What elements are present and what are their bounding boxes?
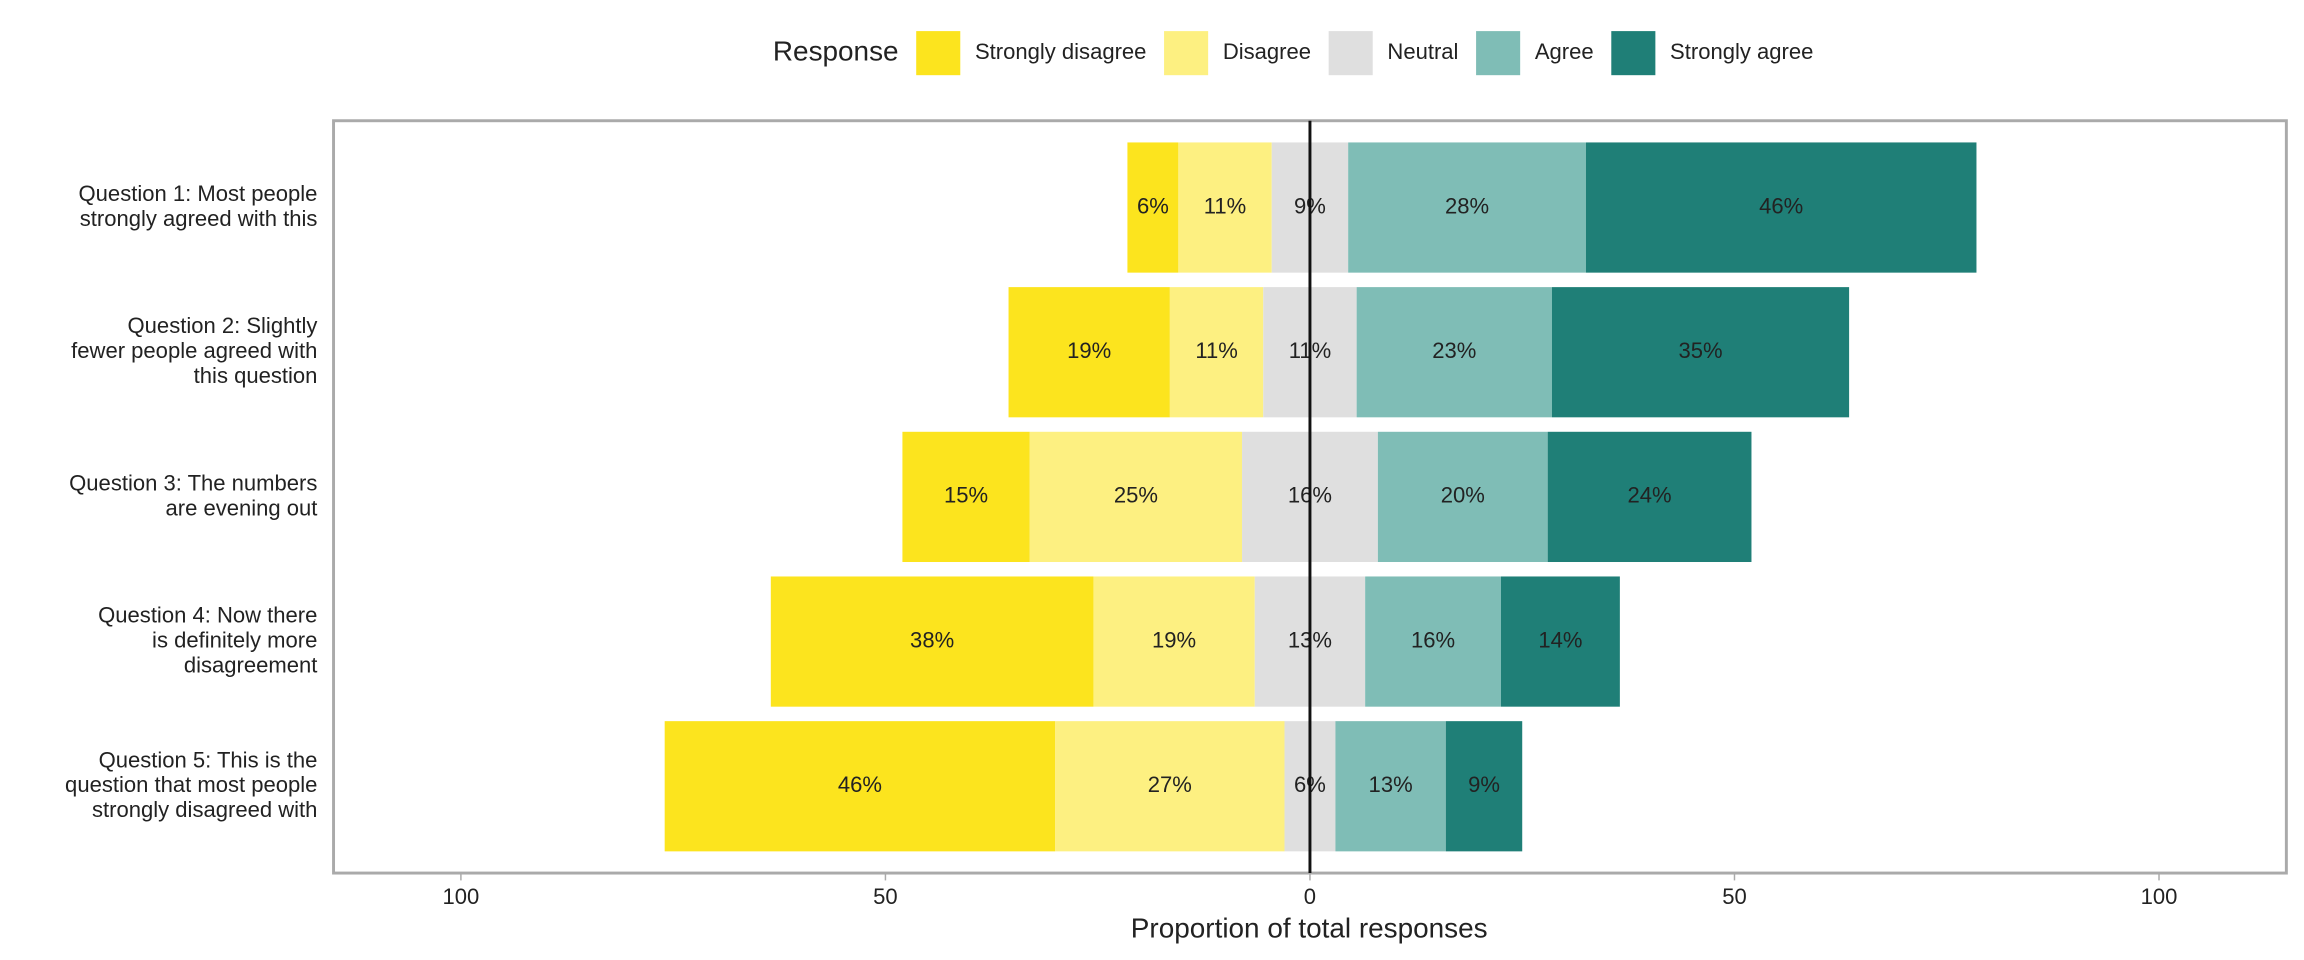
data-label: 46%	[1759, 193, 1803, 218]
bar-segment	[1348, 142, 1586, 273]
bar-segment	[1127, 142, 1179, 273]
bar-segment	[1356, 287, 1552, 418]
legend-title: Response	[773, 36, 899, 67]
data-label: 27%	[1148, 772, 1192, 797]
legend-key	[1611, 31, 1656, 76]
data-label: 35%	[1678, 338, 1722, 363]
bar-segment	[1377, 431, 1548, 563]
legend-key	[1476, 31, 1521, 76]
legend-label: Neutral	[1387, 39, 1458, 64]
bar-segment	[1445, 721, 1523, 852]
bar-segment	[1500, 576, 1620, 707]
y-tick-label: Question 2: Slightly fewer people agreed …	[71, 313, 317, 388]
bar-segment	[1169, 287, 1264, 418]
x-tick-label: 50	[873, 884, 898, 909]
bar-segment	[770, 576, 1094, 707]
data-label: 38%	[910, 627, 954, 652]
bar-segment	[1365, 576, 1501, 707]
data-label: 46%	[838, 772, 882, 797]
x-tick-label: 0	[1304, 884, 1316, 909]
legend-label: Disagree	[1223, 39, 1311, 64]
data-label: 19%	[1152, 627, 1196, 652]
legend-label: Strongly disagree	[975, 39, 1146, 64]
data-label: 11%	[1204, 193, 1246, 218]
bar-segment	[1093, 576, 1255, 707]
legend-label: Strongly agree	[1670, 39, 1813, 64]
bar-segment	[1178, 142, 1272, 273]
x-axis-title: Proportion of total responses	[1131, 913, 1488, 944]
y-tick-label: Question 5: This is the question that mos…	[65, 747, 317, 822]
data-label: 23%	[1432, 338, 1476, 363]
y-tick-label: Question 4: Now there is definitely more d…	[98, 602, 317, 677]
data-label: 20%	[1441, 483, 1485, 508]
bar-segment	[1335, 721, 1446, 852]
bar-segment	[1547, 431, 1752, 563]
bar-segment	[1585, 142, 1977, 273]
bar-segment	[902, 431, 1030, 563]
data-label: 14%	[1538, 627, 1582, 652]
data-label: 28%	[1445, 193, 1489, 218]
data-label: 24%	[1628, 483, 1672, 508]
data-label: 16%	[1411, 627, 1455, 652]
y-tick-label: Question 1: Most people strongly agreed w…	[79, 181, 318, 231]
data-label: 15%	[944, 483, 988, 508]
x-tick-label: 100	[2141, 884, 2178, 909]
legend-label: Agree	[1535, 39, 1594, 64]
x-tick-label: 50	[1722, 884, 1747, 909]
legend-key	[1328, 31, 1373, 76]
data-label: 11%	[1195, 338, 1237, 363]
data-label: 6%	[1137, 193, 1169, 218]
data-label: 25%	[1114, 483, 1158, 508]
x-tick-label: 100	[443, 884, 480, 909]
data-label: 19%	[1067, 338, 1111, 363]
data-label: 9%	[1468, 772, 1500, 797]
legend-key	[916, 31, 961, 76]
bar-segment	[1551, 287, 1850, 418]
bar-segment	[1029, 431, 1243, 563]
bar-segment	[1055, 721, 1285, 852]
bar-segment	[664, 721, 1056, 852]
data-label: 13%	[1369, 772, 1413, 797]
y-tick-label: Question 3: The numbers are evening out	[69, 470, 317, 520]
bar-segment	[1008, 287, 1170, 418]
legend-key	[1164, 31, 1209, 76]
